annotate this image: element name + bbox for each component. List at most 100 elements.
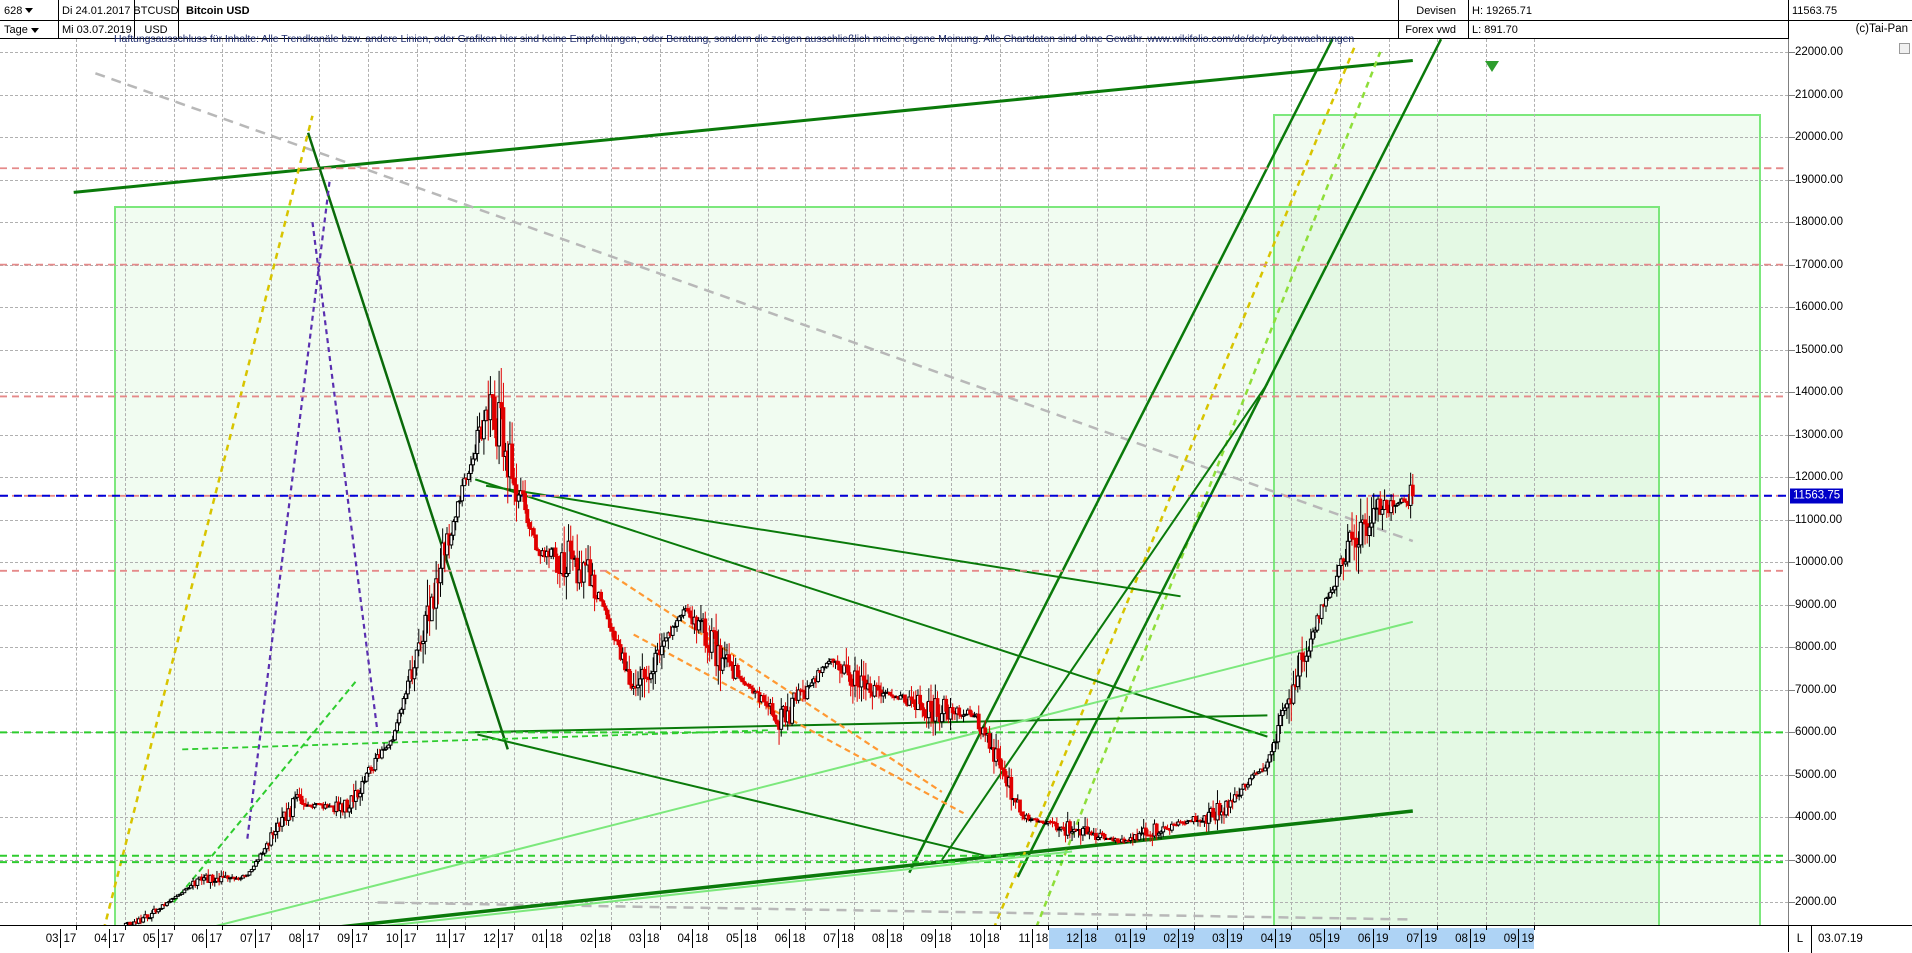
date-axis-selection[interactable] bbox=[1048, 928, 1534, 949]
gridline-vertical bbox=[1291, 39, 1293, 925]
marker-triangle-icon bbox=[1485, 61, 1499, 72]
gridline-horizontal bbox=[0, 434, 1788, 436]
gridline-horizontal bbox=[0, 604, 1788, 606]
chevron-down-icon[interactable] bbox=[25, 8, 34, 13]
chevron-down-icon[interactable] bbox=[30, 27, 39, 33]
interval-selector[interactable]: Tage bbox=[0, 21, 58, 39]
date-axis-tick-mark bbox=[1339, 926, 1341, 930]
date-axis-tick-mark bbox=[76, 926, 78, 930]
price-axis-tick-mark bbox=[1789, 434, 1795, 436]
gridline-horizontal bbox=[0, 307, 1788, 309]
date-tick-month: 09 bbox=[920, 932, 934, 945]
rally-2019-rail-c[interactable] bbox=[941, 383, 1269, 861]
gridline-vertical bbox=[756, 39, 758, 925]
date-tick-month: 12 bbox=[483, 932, 496, 945]
date-tick-year: 18 bbox=[886, 929, 902, 948]
date-axis-tick: 05 18 bbox=[708, 929, 757, 948]
rally-2019-rail-b[interactable] bbox=[1016, 39, 1443, 878]
fan-line-1[interactable] bbox=[91, 620, 1414, 925]
price-axis-tick-mark bbox=[1789, 349, 1795, 351]
date-tick-month: 05 bbox=[726, 932, 739, 945]
date-tick-year: 17 bbox=[109, 929, 125, 948]
fan-line-2[interactable] bbox=[91, 850, 1073, 925]
descending-resistance-2018-b[interactable] bbox=[485, 484, 1181, 598]
date-tick-year: 17 bbox=[497, 929, 514, 948]
date-axis-tick: 01 18 bbox=[514, 929, 562, 948]
parabolic-guide-2019-b[interactable] bbox=[1024, 51, 1382, 925]
date-tick-month: 05 bbox=[1309, 932, 1323, 945]
gridline-horizontal bbox=[0, 94, 1788, 96]
gridline-horizontal bbox=[0, 689, 1788, 691]
support-rising-green[interactable] bbox=[182, 729, 769, 751]
date-axis-tick-mark bbox=[805, 926, 807, 930]
main-uptrend-lower-rail[interactable] bbox=[74, 809, 1413, 925]
parabolic-guide-2019[interactable] bbox=[985, 47, 1356, 925]
price-axis-tick: 15000.00 bbox=[1795, 343, 1843, 356]
chart-drawing-overlay bbox=[0, 39, 1788, 925]
date-tick-year: 17 bbox=[449, 929, 465, 948]
date-tick-month: 03 bbox=[1212, 932, 1225, 945]
gridline-horizontal bbox=[0, 859, 1788, 861]
axis-resize-grip[interactable] bbox=[1899, 43, 1910, 54]
gridline-horizontal bbox=[0, 562, 1788, 564]
price-axis-tick-mark bbox=[1789, 392, 1795, 394]
date-tick-year: 19 bbox=[1178, 929, 1194, 948]
cursor-letter: L bbox=[1789, 925, 1812, 953]
gridline-vertical bbox=[853, 39, 855, 925]
date-tick-month: 02 bbox=[1163, 932, 1177, 945]
date-tick-year: 19 bbox=[1372, 929, 1388, 948]
date-tick-month: 09 bbox=[1503, 932, 1517, 945]
page-title: Bitcoin USD bbox=[186, 4, 250, 17]
price-axis-tick: 2000.00 bbox=[1795, 896, 1837, 909]
date-tick-year: 19 bbox=[1226, 929, 1243, 948]
date-tick-year: 17 bbox=[60, 929, 76, 948]
price-axis[interactable]: 22000.00 21000.00 20000.00 19000.00 18000.00… bbox=[1788, 39, 1912, 951]
gridline-horizontal bbox=[0, 349, 1788, 351]
momentum-line-purple-down[interactable] bbox=[311, 221, 379, 733]
price-axis-tick-mark bbox=[1789, 137, 1795, 139]
gridline-vertical bbox=[902, 39, 904, 925]
bars-count-selector[interactable]: 628 bbox=[0, 0, 58, 21]
date-tick-year: 18 bbox=[1081, 929, 1097, 948]
date-axis-tick: 02 18 bbox=[562, 929, 611, 948]
descending-resistance-2018[interactable] bbox=[474, 478, 1268, 738]
date-axis-tick-mark bbox=[756, 926, 758, 930]
price-axis-tick: 14000.00 bbox=[1795, 386, 1843, 399]
blowoff-downtrend-2018[interactable] bbox=[306, 132, 509, 750]
chart-plot-area[interactable] bbox=[0, 39, 1788, 925]
price-axis-tick-mark bbox=[1789, 179, 1795, 181]
date-axis-tick: 08 19 bbox=[1437, 929, 1486, 948]
accumulation-channel-lower[interactable] bbox=[633, 633, 965, 815]
price-axis-tick-mark bbox=[1789, 264, 1795, 266]
date-tick-year: 17 bbox=[352, 929, 368, 948]
gridline-vertical bbox=[1096, 39, 1098, 925]
date-tick-month: 08 bbox=[871, 932, 885, 945]
price-axis-tick-mark bbox=[1789, 307, 1795, 309]
date-axis[interactable]: 03 17 04 17 05 17 06 17 07 17 08 17 09 17 10 17 11 17 12 17… bbox=[0, 925, 1788, 952]
price-axis-tick-mark bbox=[1789, 817, 1795, 819]
date-axis-tick: 03 18 bbox=[611, 929, 659, 948]
date-axis-tick: 09 18 bbox=[903, 929, 951, 948]
date-axis-tick-mark bbox=[1096, 926, 1098, 930]
rally-2017-guide[interactable] bbox=[172, 680, 357, 904]
flat-support-2018[interactable] bbox=[468, 714, 1268, 734]
price-axis-tick: 18000.00 bbox=[1795, 216, 1843, 229]
price-axis-tick-mark bbox=[1789, 222, 1795, 224]
gridline-vertical bbox=[76, 39, 78, 925]
price-axis-tick-mark bbox=[1789, 562, 1795, 564]
date-axis-tick: 07 17 bbox=[222, 929, 271, 948]
price-axis-tick: 19000.00 bbox=[1795, 173, 1843, 186]
rally-2019-rail-a[interactable] bbox=[908, 39, 1334, 874]
date-tick-year: 18 bbox=[643, 929, 659, 948]
date-tick-month: 10 bbox=[385, 932, 399, 945]
main-uptrend-upper-rail[interactable] bbox=[73, 59, 1413, 194]
date-tick-year: 17 bbox=[254, 929, 271, 948]
gridline-horizontal bbox=[0, 817, 1788, 819]
grey-dashed-resistance[interactable] bbox=[94, 72, 1414, 543]
parabolic-guide-2017[interactable] bbox=[95, 115, 314, 925]
watermark-label: (c)Tai-Pan bbox=[1855, 23, 1908, 35]
momentum-line-purple-up[interactable] bbox=[246, 179, 331, 839]
accumulation-channel-upper[interactable] bbox=[604, 569, 943, 793]
date-tick-year: 19 bbox=[1129, 929, 1145, 948]
date-axis-tick: 04 17 bbox=[76, 929, 125, 948]
